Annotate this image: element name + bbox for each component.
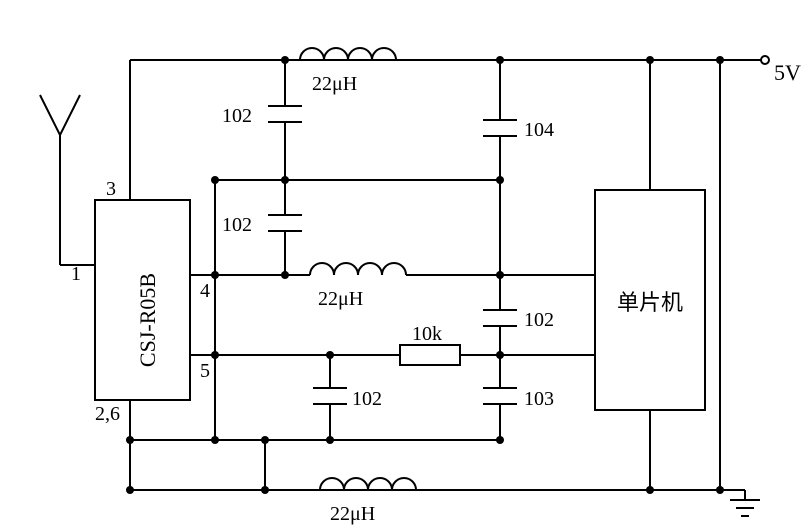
capacitor-c2 xyxy=(268,180,302,275)
label-c1: 102 xyxy=(222,105,252,127)
pin-4: 4 xyxy=(200,280,210,302)
capacitor-c1 xyxy=(268,60,302,180)
label-c6: 103 xyxy=(524,388,554,410)
pin-26: 2,6 xyxy=(95,403,120,425)
capacitor-c5 xyxy=(313,355,347,440)
pin-3: 3 xyxy=(106,178,116,200)
chip-right-label: 单片机 xyxy=(617,290,683,315)
label-r1: 10k xyxy=(412,323,442,345)
inductor-l1 xyxy=(130,48,720,60)
antenna-symbol xyxy=(40,95,80,135)
circuit-diagram: 5V CSJ-R05B 3 1 4 5 2,6 单片机 22μH 102 xyxy=(0,0,809,529)
label-l1: 22μH xyxy=(312,73,357,95)
resistor-r1 xyxy=(400,345,460,365)
pin-5: 5 xyxy=(200,360,210,382)
label-c2: 102 xyxy=(222,214,252,236)
chip-left-label: CSJ-R05B xyxy=(135,273,160,367)
label-c3: 104 xyxy=(524,119,554,141)
label-c5: 102 xyxy=(352,388,382,410)
ground-symbol xyxy=(720,490,760,516)
pin-1: 1 xyxy=(71,263,81,285)
label-l2: 22μH xyxy=(318,288,363,310)
label-l3: 22μH xyxy=(330,503,375,525)
inductor-l2 xyxy=(310,263,406,275)
label-5v: 5V xyxy=(774,60,801,85)
capacitor-c4 xyxy=(483,275,517,355)
capacitor-c6 xyxy=(483,355,517,440)
capacitor-c3 xyxy=(400,60,517,180)
label-c4: 102 xyxy=(524,309,554,331)
terminal-5v xyxy=(761,56,769,64)
